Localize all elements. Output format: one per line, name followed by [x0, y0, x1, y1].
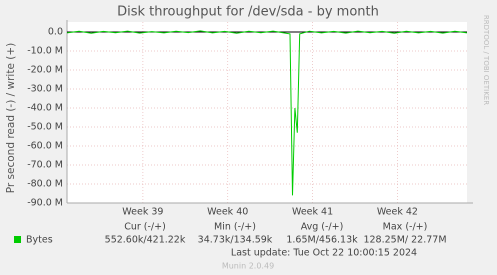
chart-title: Disk throughput for /dev/sda - by month: [117, 5, 379, 20]
data-line: [66, 30, 468, 196]
x-tick-label: Week 39: [122, 207, 163, 218]
legend-value: 1.65M/456.13k: [286, 235, 358, 246]
y-axis-label: Pr second read (-) / write (+): [5, 43, 17, 194]
x-tick-label: Week 41: [292, 207, 333, 218]
y-tick-label: -40.0 M: [27, 103, 63, 114]
legend-header: Avg (-/+): [301, 222, 344, 233]
y-tick-label: -80.0 M: [27, 179, 63, 190]
footer: Munin 2.0.49: [222, 262, 274, 271]
plot-area: [67, 22, 467, 203]
x-tick-label: Week 42: [377, 207, 418, 218]
y-tick-label: -50.0 M: [27, 122, 63, 133]
legend-value: 128.25M/ 22.77M: [363, 235, 446, 246]
legend-swatch: [14, 236, 21, 243]
y-tick-label: -60.0 M: [27, 141, 63, 152]
x-tick-label: Week 40: [207, 207, 248, 218]
legend-label: Bytes: [26, 235, 53, 246]
legend-value: 552.60k/421.22k: [105, 235, 186, 246]
y-tick-label: -30.0 M: [27, 84, 63, 95]
legend-header: Min (-/+): [214, 222, 256, 233]
y-tick-label: -20.0 M: [27, 65, 63, 76]
side-text: RRDTOOL / TOBI OETIKER: [482, 15, 490, 105]
last-update: Last update: Tue Oct 22 10:00:15 2024: [231, 248, 417, 259]
legend-header: Max (-/+): [383, 222, 428, 233]
y-tick-label: -90.0 M: [27, 198, 63, 209]
y-tick-label: -70.0 M: [27, 160, 63, 171]
y-tick-label: 0.0: [48, 27, 63, 38]
legend-header: Cur (-/+): [124, 222, 166, 233]
y-tick-label: -10.0 M: [27, 46, 63, 57]
legend-value: 34.73k/134.59k: [198, 235, 273, 246]
